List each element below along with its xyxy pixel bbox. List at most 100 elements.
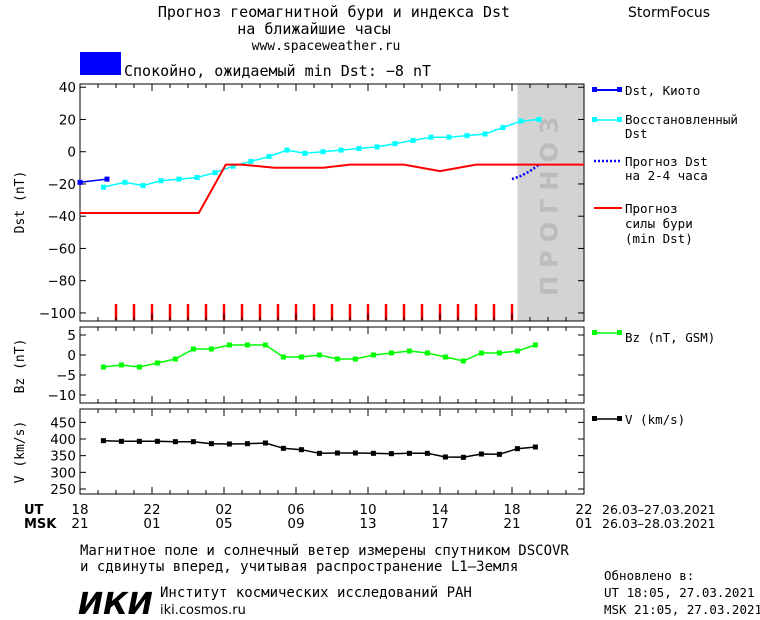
bz-point (352, 356, 358, 362)
bz-point (442, 354, 448, 360)
bz-axis-label: Bz (nT) (13, 339, 28, 394)
dst-point (374, 144, 380, 150)
ut-tick-label: 02 (215, 502, 232, 518)
v-ytick-label: 250 (50, 482, 76, 498)
v-axis-label: V (km/s) (13, 421, 28, 484)
msk-date-range: 26.03–28.03.2021 (602, 516, 716, 531)
dst-point (104, 176, 110, 182)
time-axis: 18 22 02 06 10 14 18 22 21 01 05 09 13 17 21 01 (71, 502, 592, 532)
v-point (190, 439, 196, 445)
bz-point (532, 342, 538, 348)
v-point (100, 438, 106, 444)
ut-tick-label: 06 (287, 502, 304, 518)
v-point (154, 438, 160, 444)
updated-ut: UT 18:05, 27.03.2021 (604, 585, 755, 600)
dst-series-2 (511, 163, 540, 181)
dst-point (518, 118, 524, 124)
dst-series-3 (80, 163, 584, 214)
dst-ytick-label: 20 (59, 112, 76, 128)
msk-tick-label: 21 (503, 516, 520, 532)
legend-v-marker (617, 416, 622, 421)
dst-point (212, 170, 218, 176)
bz-point (316, 352, 322, 358)
institute-url[interactable]: iki.cosmos.ru (160, 603, 246, 618)
v-point (352, 450, 358, 456)
v-ytick-label: 350 (50, 449, 76, 465)
bz-point (154, 360, 160, 366)
v-point (226, 441, 232, 447)
bz-point (226, 342, 232, 348)
bz-point (496, 350, 502, 356)
bz-point (424, 350, 430, 356)
dst-point (122, 179, 128, 185)
dst-series-0 (79, 178, 108, 184)
dst-point (248, 158, 254, 164)
bz-point (406, 348, 412, 354)
ut-tick-label: 18 (71, 502, 88, 518)
msk-tick-label: 17 (431, 516, 448, 532)
dst-point (194, 175, 200, 181)
v-point (298, 447, 304, 453)
dst-point (100, 184, 106, 190)
v-point (406, 450, 412, 456)
bz-point (244, 342, 250, 348)
dst-panel: ПРОГНОЗ 40 20 0 −20 −40 −60 −80 −100 (39, 80, 585, 322)
v-point (208, 441, 214, 447)
bz-point (190, 346, 196, 352)
v-ytick-label: 400 (50, 432, 76, 448)
dst-point (356, 145, 362, 151)
bz-point (172, 356, 178, 362)
dst-point (464, 133, 470, 139)
footer-note-1: Магнитное поле и солнечный ветер измерен… (80, 543, 569, 559)
dst-point (536, 116, 542, 122)
updated-msk: MSK 21:05, 27.03.2021 (604, 602, 760, 617)
dst-point (320, 149, 326, 155)
v-point (532, 444, 538, 450)
dst-point (500, 125, 506, 131)
msk-tick-label: 13 (359, 516, 376, 532)
bz-point (100, 364, 106, 370)
ut-tick-label: 18 (503, 502, 520, 518)
v-point (460, 454, 466, 460)
ut-tick-label: 10 (359, 502, 376, 518)
v-point (118, 438, 124, 444)
ut-tick-label: 22 (575, 502, 592, 518)
dst-point (446, 134, 452, 140)
legend-dst-kyoto: Dst, Киото (625, 83, 700, 98)
v-point (262, 440, 268, 446)
bz-ytick-label: 5 (67, 328, 76, 344)
dst-ytick-label: 0 (67, 145, 76, 161)
v-point (442, 454, 448, 460)
forecast-band-label: ПРОГНОЗ (536, 109, 564, 296)
ut-date-range: 26.03–27.03.2021 (602, 502, 716, 517)
dst-point (284, 147, 290, 153)
bz-point (208, 346, 214, 352)
dst-point (428, 134, 434, 140)
dst-point (410, 137, 416, 143)
bz-point (478, 350, 484, 356)
bz-point (118, 362, 124, 368)
v-point (172, 439, 178, 445)
legend-restored-1: Восстановленный (625, 112, 738, 127)
dst-panel-frame (79, 83, 585, 322)
bz-point (262, 342, 268, 348)
dst-point (302, 150, 308, 156)
legend-forecast-2: на 2-4 часа (625, 168, 708, 183)
dst-point (176, 176, 182, 182)
msk-tick-label: 01 (143, 516, 160, 532)
bz-point (460, 358, 466, 364)
legend-v-marker (592, 416, 597, 421)
title-line1: Прогноз геомагнитной бури и индекса Dst (158, 3, 510, 21)
bz-point (334, 356, 340, 362)
brand-name: StormFocus (628, 5, 710, 21)
site-url[interactable]: www.spaceweather.ru (252, 39, 401, 54)
bz-ytick-label: −5 (56, 368, 76, 384)
v-ytick-label: 300 (50, 465, 76, 481)
legend-dst-kyoto-marker (592, 87, 597, 92)
dst-point (266, 154, 272, 160)
bz-ytick-label: 0 (67, 348, 76, 364)
bz-point (136, 364, 142, 370)
v-point (496, 451, 502, 457)
